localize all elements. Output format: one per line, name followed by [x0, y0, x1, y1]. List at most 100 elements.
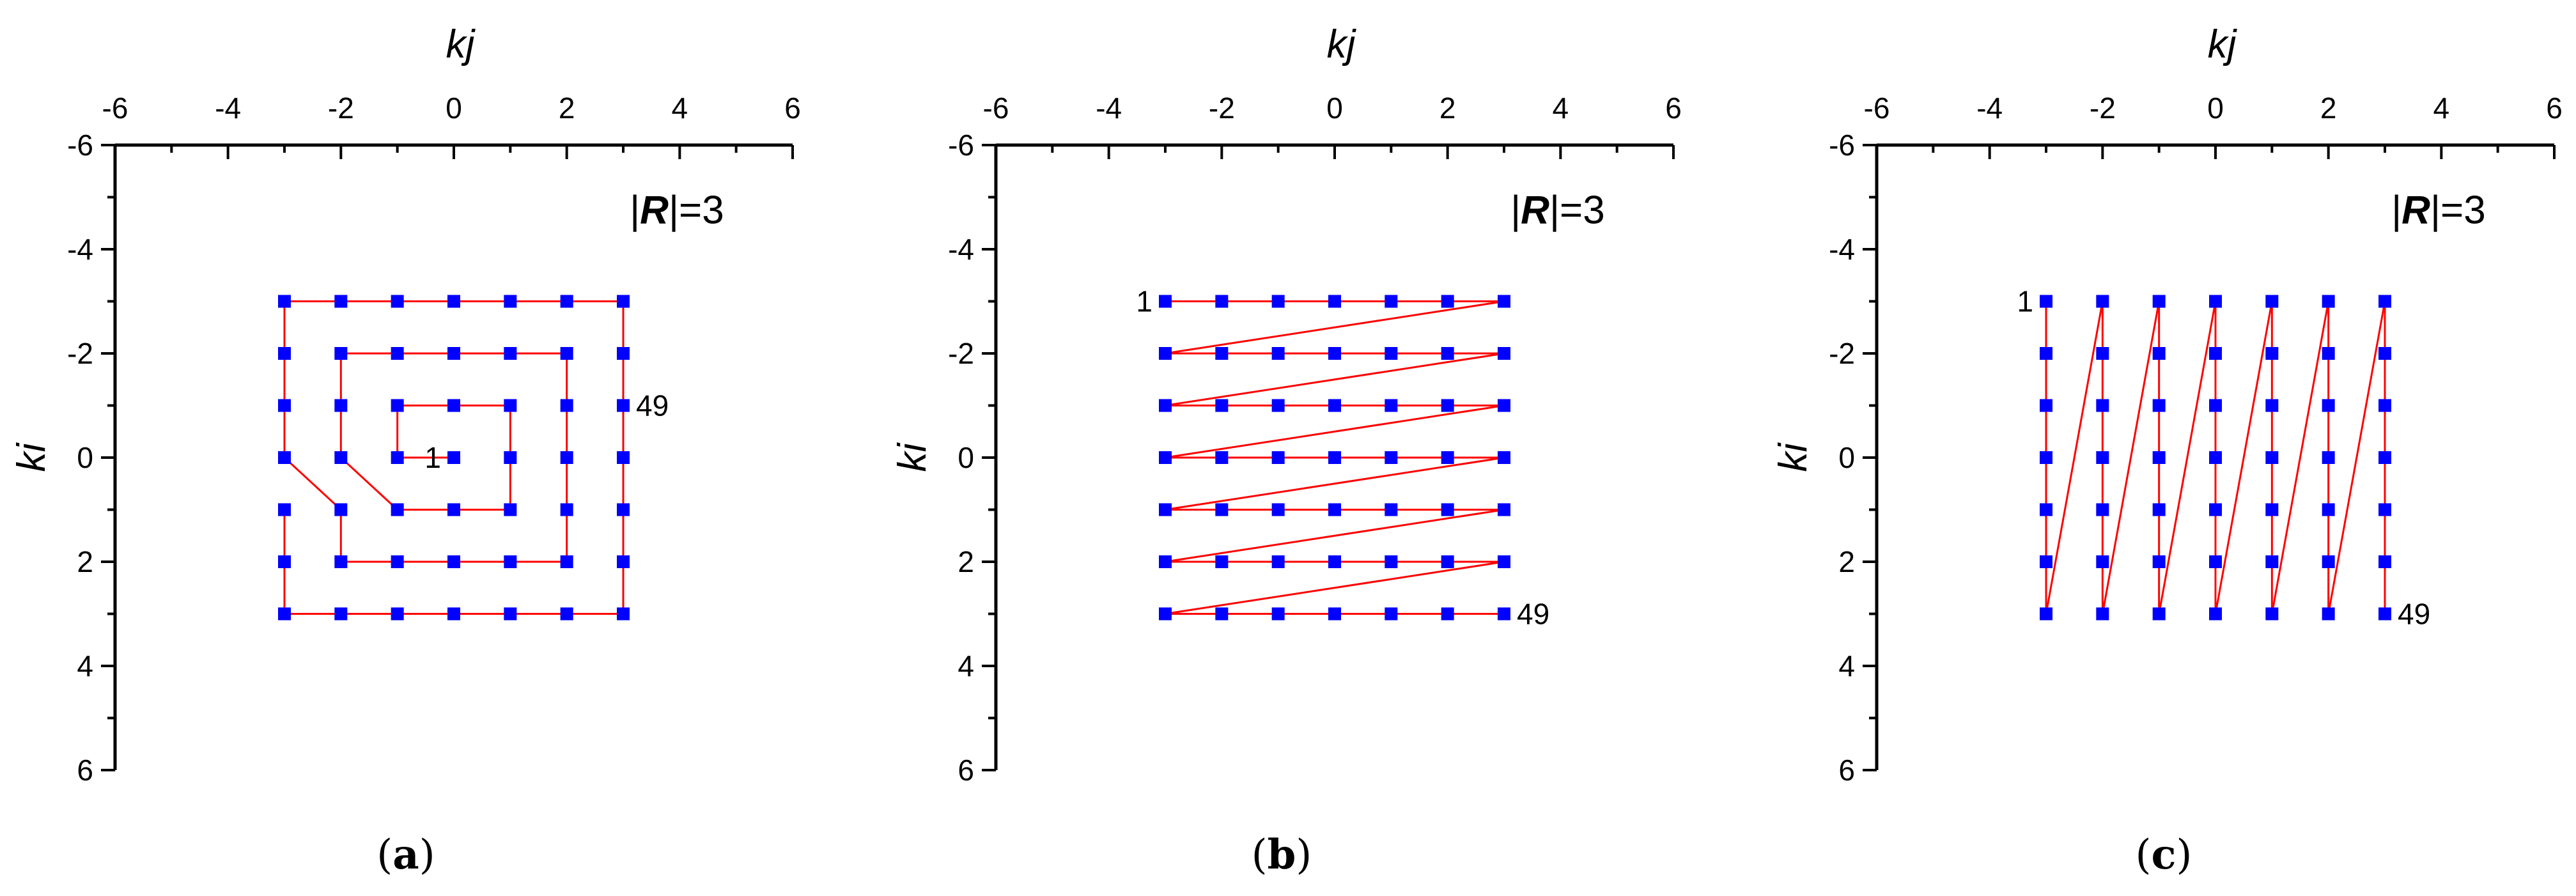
panel-b-caption: (b)	[1251, 831, 1312, 879]
data-point	[504, 607, 517, 621]
chart-panel-c: -6 -4 -2 0 2 4 6 -6 -4 -2 0 2 4 6 kj ki |R|=3 1 49	[1771, 22, 2563, 787]
data-point	[2152, 295, 2166, 308]
data-point	[617, 607, 630, 621]
y-axis-title: ki	[890, 442, 935, 472]
y-tick-label: 4	[958, 649, 974, 683]
x-tick-label: 2	[559, 91, 575, 125]
data-point	[2152, 347, 2166, 360]
data-point	[447, 347, 460, 360]
data-point	[1441, 399, 1454, 412]
y-tick-label: -4	[948, 233, 974, 266]
y-tick-label: 2	[77, 545, 93, 578]
x-tick-label: 2	[2320, 91, 2337, 125]
data-point	[1498, 399, 1510, 412]
data-point	[391, 607, 404, 621]
data-point	[1441, 295, 1454, 308]
data-point	[2378, 399, 2391, 412]
data-point	[2209, 607, 2222, 621]
data-point	[1215, 295, 1229, 308]
data-point	[334, 607, 348, 621]
y-tick-label: 6	[77, 753, 93, 787]
data-point	[2265, 295, 2279, 308]
data-point	[2378, 503, 2391, 516]
x-tick-label: 2	[1439, 91, 1456, 125]
data-point	[447, 555, 460, 568]
data-point	[2040, 347, 2052, 360]
y-tick-label: 0	[958, 441, 974, 474]
x-tick-label: 6	[1665, 91, 1682, 125]
data-point	[2096, 347, 2109, 360]
data-point	[504, 503, 517, 516]
data-point	[278, 295, 291, 308]
data-point	[447, 295, 460, 308]
data-point	[1328, 503, 1341, 516]
data-point	[2265, 607, 2279, 621]
data-point	[1215, 607, 1229, 621]
data-point	[1385, 295, 1398, 308]
data-point	[1385, 451, 1398, 464]
x-tick-label: -4	[1976, 91, 2003, 125]
x-axis-title: kj	[2208, 22, 2238, 66]
data-point	[1159, 503, 1172, 516]
radius-annotation: |R|=3	[1510, 188, 1605, 232]
data-point	[2040, 451, 2052, 464]
x-axis-title: kj	[1327, 22, 1357, 66]
data-point	[617, 295, 630, 308]
start-point-label: 1	[1136, 285, 1152, 318]
start-point-label: 1	[2017, 285, 2033, 318]
x-tick-label: 0	[2207, 91, 2224, 125]
data-point	[1441, 607, 1454, 621]
data-point	[1271, 399, 1285, 412]
data-point	[1441, 503, 1454, 516]
x-tick-label: -2	[1209, 91, 1235, 125]
data-point	[1441, 555, 1454, 568]
data-point	[1498, 347, 1510, 360]
data-point	[2040, 555, 2052, 568]
y-tick-label: -2	[67, 337, 93, 370]
data-point	[1498, 555, 1510, 568]
data-point	[2040, 295, 2052, 308]
data-point	[1498, 295, 1510, 308]
data-point	[2322, 295, 2335, 308]
panel-b-caption-letter: b	[1267, 831, 1296, 879]
data-point	[1159, 555, 1172, 568]
panel-c-caption: (c)	[2135, 831, 2192, 879]
y-tick-label: -2	[948, 337, 974, 370]
data-point	[2040, 607, 2052, 621]
data-point	[2152, 555, 2166, 568]
data-point	[2378, 451, 2391, 464]
data-point	[334, 295, 348, 308]
data-point	[447, 503, 460, 516]
x-tick-label: -2	[2090, 91, 2116, 125]
panel-c-caption-letter: c	[2151, 831, 2176, 879]
data-point	[1271, 607, 1285, 621]
data-point	[1328, 295, 1341, 308]
annotation-suffix: |=3	[2430, 188, 2486, 232]
data-point	[2040, 503, 2052, 516]
data-point	[2322, 607, 2335, 621]
data-point	[1271, 503, 1285, 516]
y-tick-label: 4	[77, 649, 93, 683]
y-tick-label: 6	[1838, 753, 1855, 787]
data-point	[504, 347, 517, 360]
data-point	[1215, 451, 1229, 464]
annotation-symbol: R	[640, 188, 669, 232]
data-point	[1159, 347, 1172, 360]
data-point	[391, 295, 404, 308]
data-point	[2152, 399, 2166, 412]
data-point	[1385, 607, 1398, 621]
x-tick-label: -4	[1096, 91, 1122, 125]
data-point	[1441, 451, 1454, 464]
data-point	[2322, 399, 2335, 412]
data-point	[2096, 607, 2109, 621]
data-point	[2265, 451, 2279, 464]
y-tick-label: 2	[1838, 545, 1855, 578]
data-point	[391, 555, 404, 568]
y-tick-label: 4	[1838, 649, 1855, 683]
data-point	[2265, 555, 2279, 568]
data-point	[1215, 555, 1229, 568]
data-point	[278, 399, 291, 412]
data-point	[2265, 399, 2279, 412]
data-point	[1328, 399, 1341, 412]
